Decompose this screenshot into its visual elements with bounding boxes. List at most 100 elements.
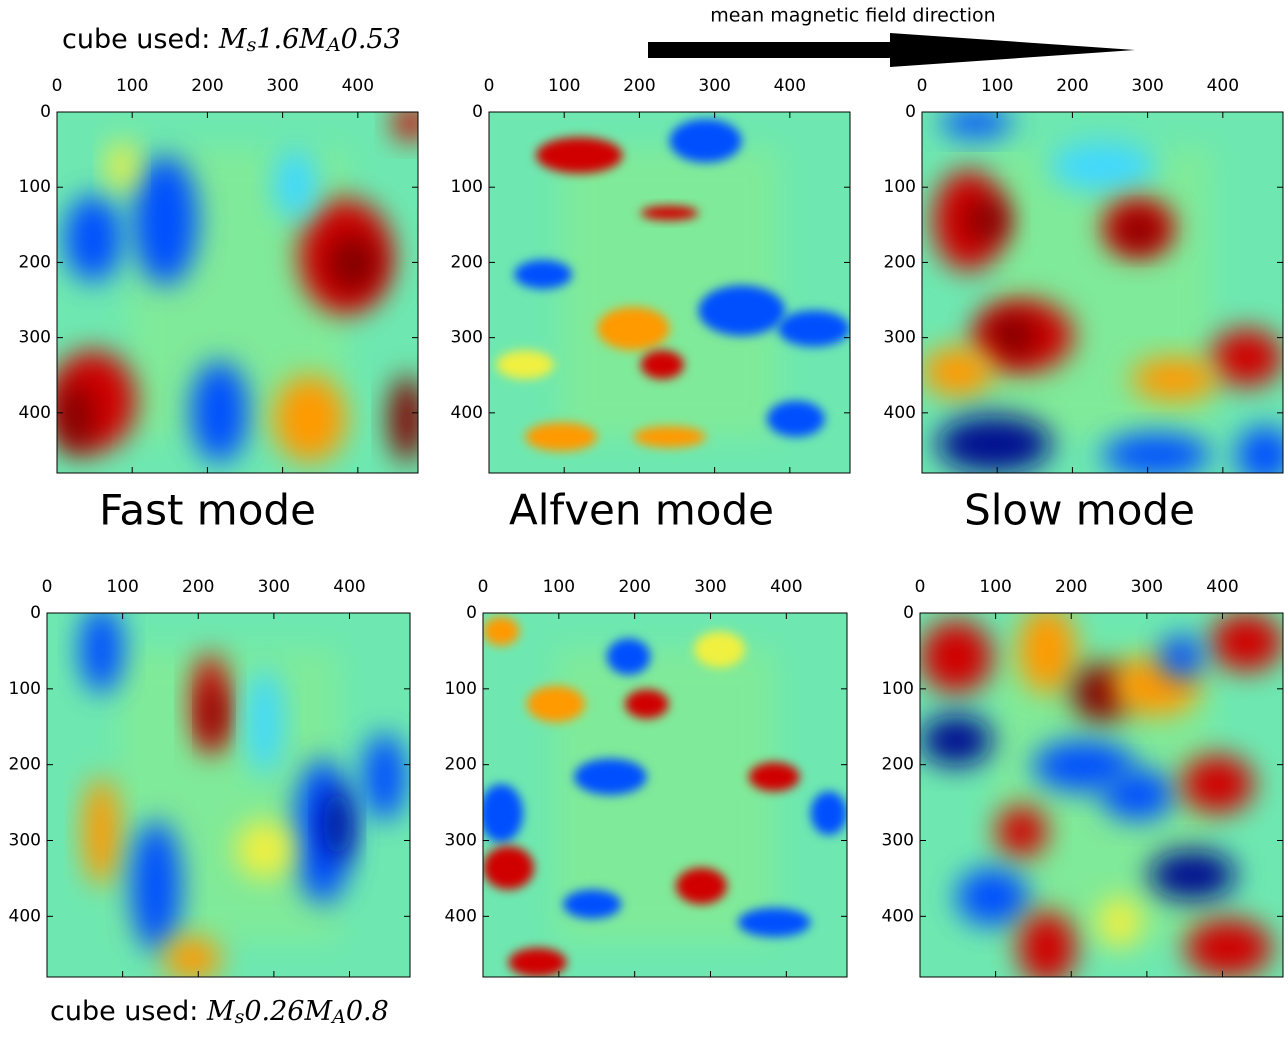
heatmap-panel: 0 100 200 300 400 0 100 200 300 400 — [9, 577, 411, 978]
x-tick-label: 100 — [548, 76, 580, 96]
arrow-label: mean magnetic field direction — [710, 5, 995, 27]
annotation-part: A — [325, 34, 341, 56]
field-blob — [1181, 754, 1254, 814]
mode-title: Slow mode — [964, 486, 1195, 535]
field-blob — [1018, 613, 1077, 694]
field-blob — [986, 314, 1038, 358]
field-blob — [362, 733, 407, 821]
x-tick-label: 0 — [917, 76, 928, 96]
field-blob — [1184, 918, 1273, 977]
field-blob — [675, 867, 727, 905]
x-tick-label: 400 — [1206, 577, 1238, 597]
field-blob — [996, 805, 1048, 857]
y-tick-label: 400 — [882, 906, 914, 926]
y-tick-label: 200 — [9, 755, 41, 775]
field-blob — [597, 306, 670, 351]
x-tick-label: 0 — [478, 577, 489, 597]
field-blob — [1131, 357, 1219, 401]
y-tick-label: 200 — [884, 252, 916, 272]
x-tick-label: 200 — [1055, 577, 1087, 597]
field-blob — [1210, 328, 1283, 387]
y-tick-label: 200 — [882, 755, 914, 775]
heatmap-panel: 0 100 200 300 400 0 100 200 300 400 Slow mode — [884, 76, 1284, 535]
y-tick-label: 300 — [451, 328, 483, 348]
field-blob — [514, 260, 573, 289]
x-tick-label: 0 — [915, 577, 926, 597]
field-blob — [1159, 634, 1204, 679]
field-blob — [737, 907, 811, 937]
field-blob — [392, 112, 418, 141]
x-tick-label: 400 — [342, 76, 374, 96]
field-blob — [1148, 849, 1236, 901]
plot-frame — [919, 612, 1284, 978]
field-blob — [483, 845, 534, 890]
field-arrow — [648, 33, 1135, 67]
y-tick-label: 400 — [9, 906, 41, 926]
field-blob — [698, 285, 786, 336]
field-blob — [1116, 213, 1161, 250]
cube-annotation: cube used: Ms1.6MA0.53 — [62, 24, 401, 56]
field-blob — [483, 784, 524, 843]
annotation-part: 1.6 — [256, 24, 299, 55]
heatmap-image — [57, 112, 418, 473]
x-tick-label: 300 — [258, 577, 290, 597]
x-tick-label: 400 — [1207, 76, 1239, 96]
field-blob — [322, 787, 352, 861]
field-blob — [327, 234, 379, 293]
annotation-part: A — [330, 1006, 346, 1028]
y-tick-label: 100 — [19, 177, 51, 197]
field-blob — [574, 758, 647, 795]
x-tick-label: 400 — [770, 577, 802, 597]
field-blob — [624, 689, 669, 719]
x-tick-label: 300 — [698, 76, 730, 96]
plot-frame — [56, 111, 419, 474]
annotation-part: cube used: — [50, 996, 207, 1027]
y-tick-label: 0 — [40, 102, 51, 122]
mode-title: Fast mode — [99, 486, 316, 535]
field-blob — [389, 375, 418, 463]
field-blob — [956, 867, 1029, 927]
x-tick-label: 0 — [484, 76, 495, 96]
x-tick-label: 400 — [774, 76, 806, 96]
y-tick-label: 0 — [472, 102, 483, 122]
field-blob — [640, 350, 684, 380]
plot-frame — [46, 612, 411, 978]
heatmap-panel: 0 100 200 300 400 0 100 200 300 400 — [882, 577, 1284, 978]
field-blob — [748, 762, 800, 792]
plot-frame — [488, 111, 851, 474]
field-blob — [920, 714, 993, 766]
field-blob — [766, 400, 825, 437]
heatmap-image — [489, 112, 850, 473]
field-blob — [508, 947, 567, 977]
field-blob — [640, 205, 699, 221]
y-tick-label: 400 — [884, 403, 916, 423]
field-blob — [163, 936, 222, 977]
field-blob — [669, 119, 742, 163]
x-tick-label: 300 — [266, 76, 298, 96]
field-blob — [190, 361, 249, 463]
cube-annotation: cube used: Ms0.26MA0.8 — [50, 996, 389, 1028]
y-tick-label: 100 — [882, 679, 914, 699]
heatmap-image — [920, 613, 1283, 977]
field-blob — [535, 137, 623, 174]
field-blob — [965, 198, 1009, 242]
annotation-part: 0.26 — [244, 996, 304, 1027]
field-blob — [1101, 769, 1175, 821]
heatmap-image — [483, 613, 847, 977]
plot-frame — [482, 612, 848, 978]
y-tick-label: 0 — [466, 603, 477, 623]
field-blob — [936, 415, 1052, 473]
field-blob — [83, 776, 120, 887]
x-tick-label: 200 — [623, 76, 655, 96]
field-blob — [203, 685, 225, 745]
heatmap-panel: 0 100 200 300 400 0 100 200 300 400 — [445, 577, 848, 978]
mode-title: Alfven mode — [509, 486, 774, 535]
field-blob — [525, 422, 598, 452]
annotation-part: 0.8 — [346, 996, 389, 1027]
y-tick-label: 300 — [445, 831, 477, 851]
field-blob — [1032, 740, 1135, 792]
y-tick-label: 400 — [451, 403, 483, 423]
annotation-part: M — [303, 996, 333, 1027]
plot-frame — [921, 111, 1284, 474]
field-blob — [633, 426, 706, 448]
